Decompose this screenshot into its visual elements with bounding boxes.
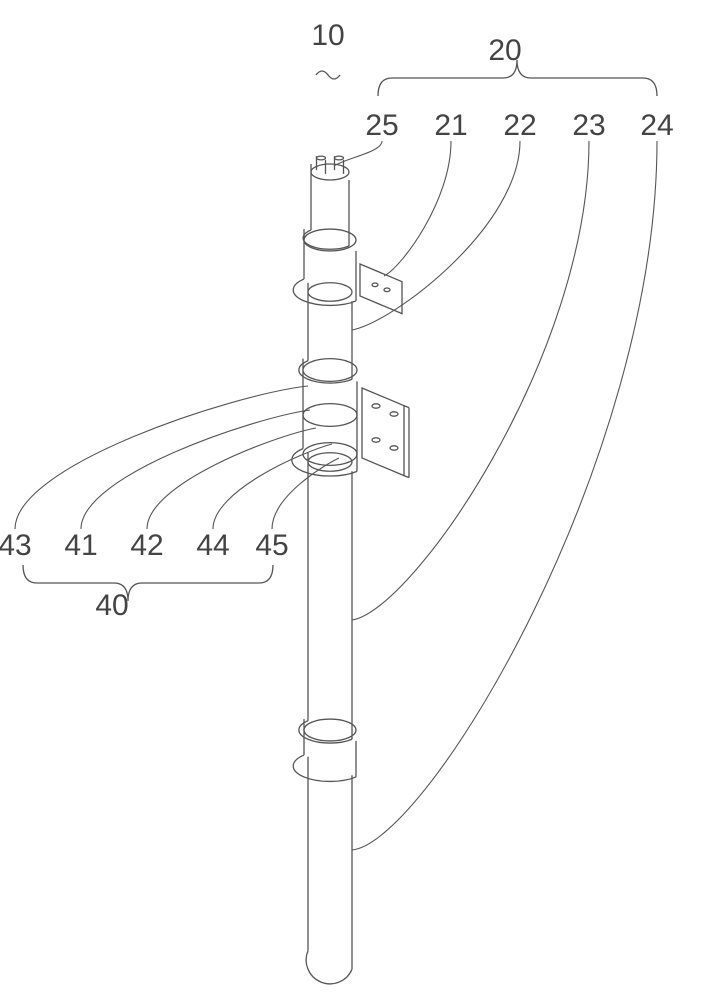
ref-43: 43 (0, 529, 32, 562)
ref-44: 44 (196, 529, 229, 562)
clamp-plate-edge-b (404, 476, 409, 478)
leader-21 (384, 141, 451, 276)
clamp-mid-ring (303, 404, 357, 427)
ref-45: 45 (255, 529, 288, 562)
ref-10: 10 (311, 19, 344, 52)
ref-40: 40 (95, 589, 128, 622)
prong1-cap (335, 156, 344, 160)
joint-bot (293, 755, 356, 781)
flange-hole-1 (372, 283, 378, 287)
seg21-top (308, 283, 352, 301)
ref-23: 23 (572, 109, 605, 142)
clamp-plate (362, 388, 404, 476)
leader-41 (81, 410, 310, 529)
leader-24 (352, 141, 657, 850)
ref-22: 22 (503, 109, 536, 142)
prong0-cap (317, 156, 326, 160)
seg24-cap (306, 951, 352, 984)
leader-42 (147, 428, 316, 529)
patent-figure: 10202521222324404341424445 (0, 0, 702, 1000)
collar-top (304, 229, 356, 251)
collar-flange (360, 264, 402, 314)
ref-25: 25 (365, 109, 398, 142)
ref-21: 21 (434, 109, 467, 142)
clamp-hole-3 (390, 446, 398, 450)
ref-41: 41 (64, 529, 97, 562)
joint-top (304, 719, 356, 741)
brace-20 (378, 60, 657, 96)
ref-42: 42 (130, 529, 163, 562)
leader-25 (334, 141, 382, 166)
clamp-hole-1 (390, 412, 398, 416)
ref-24: 24 (640, 109, 673, 142)
brace-40 (23, 565, 273, 601)
tilde-10 (316, 71, 340, 79)
leader-23 (352, 141, 589, 620)
clamp-hole-2 (372, 438, 380, 442)
seg23-top (308, 453, 352, 471)
leader-43 (15, 386, 308, 529)
clamp-hole-0 (372, 404, 380, 408)
clamp-plate-edge-t (404, 406, 409, 408)
clamp-body-top (303, 359, 357, 382)
flange-hole-2 (384, 288, 390, 292)
